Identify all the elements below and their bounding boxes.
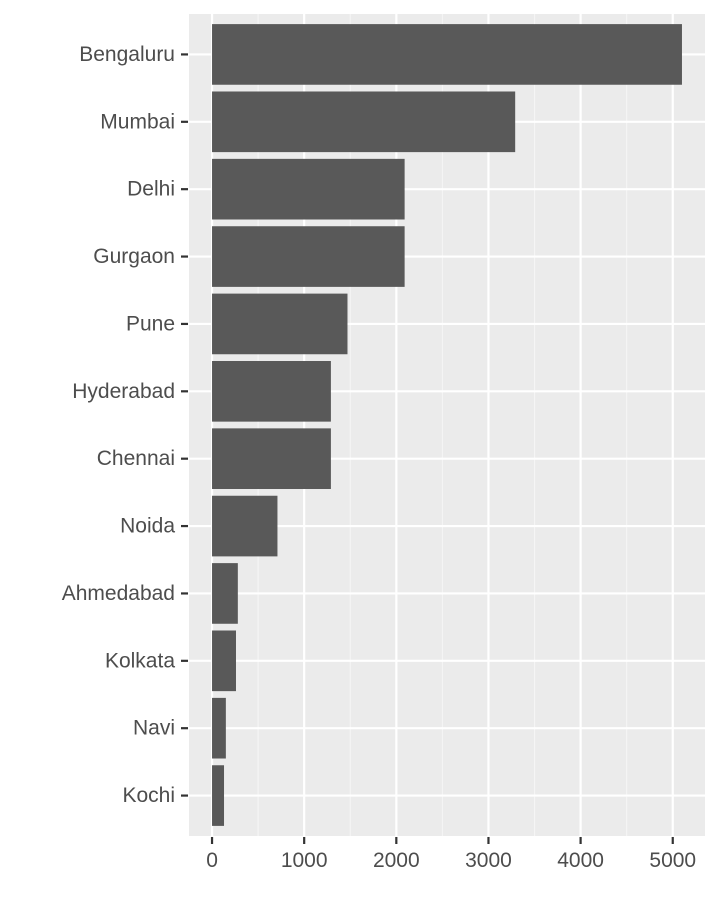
y-tick-label: Noida — [120, 515, 175, 538]
x-tick-label: 4000 — [557, 849, 604, 872]
x-tick-label: 0 — [206, 849, 218, 872]
bar-navi — [212, 697, 226, 759]
y-tick-label: Mumbai — [100, 110, 175, 133]
bars — [212, 24, 682, 826]
y-tick-label: Bengaluru — [79, 43, 175, 66]
bar-noida — [212, 495, 278, 557]
y-tick-label: Kolkata — [105, 649, 175, 672]
y-tick-label: Kochi — [122, 784, 175, 807]
y-tick-label: Gurgaon — [93, 245, 175, 268]
bar-chennai — [212, 428, 331, 490]
bar-kolkata — [212, 630, 236, 692]
y-tick-label: Delhi — [127, 178, 175, 201]
y-axis: Bengaluru Mumbai Delhi Gurgaon Pune Hyderabad… — [62, 43, 188, 807]
bar-hyderabad — [212, 360, 331, 422]
x-tick-label: 3000 — [465, 849, 512, 872]
bar-pune — [212, 293, 348, 355]
bar-ahmedabad — [212, 563, 238, 624]
y-tick-label: Chennai — [97, 447, 175, 470]
x-tick-label: 5000 — [649, 849, 696, 872]
y-tick-label: Pune — [126, 312, 175, 335]
bar-mumbai — [212, 91, 516, 153]
bar-kochi — [212, 765, 225, 826]
bar-delhi — [212, 158, 405, 220]
y-tick-label: Hyderabad — [72, 380, 175, 403]
bar-gurgaon — [212, 226, 405, 287]
x-tick-label: 2000 — [373, 849, 420, 872]
x-axis: 0 1000 2000 3000 4000 5000 — [206, 837, 696, 872]
x-tick-label: 1000 — [281, 849, 328, 872]
y-tick-label: Navi — [133, 717, 175, 740]
y-tick-label: Ahmedabad — [62, 582, 175, 605]
bar-bengaluru — [212, 24, 682, 85]
